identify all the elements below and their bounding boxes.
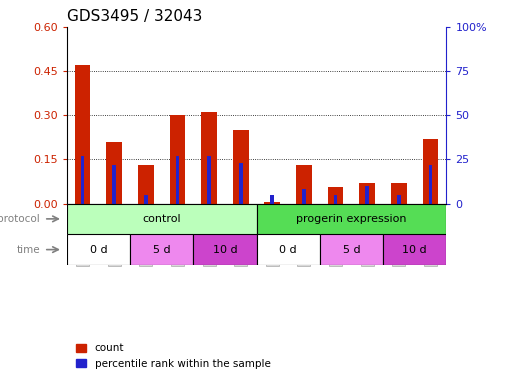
Text: 5 d: 5 d: [343, 245, 360, 255]
Text: 0 d: 0 d: [89, 245, 107, 255]
Text: progerin expression: progerin expression: [296, 214, 407, 224]
Bar: [333, 195, 338, 204]
FancyBboxPatch shape: [67, 234, 130, 265]
Bar: [144, 195, 148, 204]
Text: 0 d: 0 d: [279, 245, 297, 255]
Bar: [397, 195, 401, 204]
Bar: [207, 156, 211, 204]
Bar: [138, 165, 154, 204]
FancyBboxPatch shape: [256, 234, 320, 265]
FancyBboxPatch shape: [383, 234, 446, 265]
Bar: [302, 189, 306, 204]
Bar: [74, 65, 90, 204]
Bar: [423, 139, 439, 204]
Bar: [106, 142, 122, 204]
Text: control: control: [142, 214, 181, 224]
Text: 5 d: 5 d: [153, 245, 170, 255]
Bar: [428, 165, 432, 204]
Text: time: time: [16, 245, 40, 255]
Bar: [201, 112, 217, 204]
FancyBboxPatch shape: [67, 204, 256, 234]
Bar: [169, 115, 185, 204]
Bar: [391, 183, 407, 204]
Bar: [112, 165, 116, 204]
Bar: [270, 195, 274, 204]
Text: 10 d: 10 d: [212, 245, 237, 255]
FancyBboxPatch shape: [193, 234, 256, 265]
Bar: [296, 165, 312, 204]
Bar: [239, 163, 243, 204]
Text: protocol: protocol: [0, 214, 40, 224]
FancyBboxPatch shape: [130, 234, 193, 265]
Bar: [359, 183, 375, 204]
Bar: [365, 186, 369, 204]
Text: 10 d: 10 d: [402, 245, 427, 255]
Bar: [328, 187, 344, 204]
FancyBboxPatch shape: [256, 204, 446, 234]
Bar: [233, 130, 249, 204]
Text: GDS3495 / 32043: GDS3495 / 32043: [67, 9, 202, 24]
Bar: [81, 156, 85, 204]
FancyBboxPatch shape: [320, 234, 383, 265]
Legend: count, percentile rank within the sample: count, percentile rank within the sample: [72, 339, 275, 373]
Bar: [264, 202, 280, 204]
Bar: [175, 156, 180, 204]
